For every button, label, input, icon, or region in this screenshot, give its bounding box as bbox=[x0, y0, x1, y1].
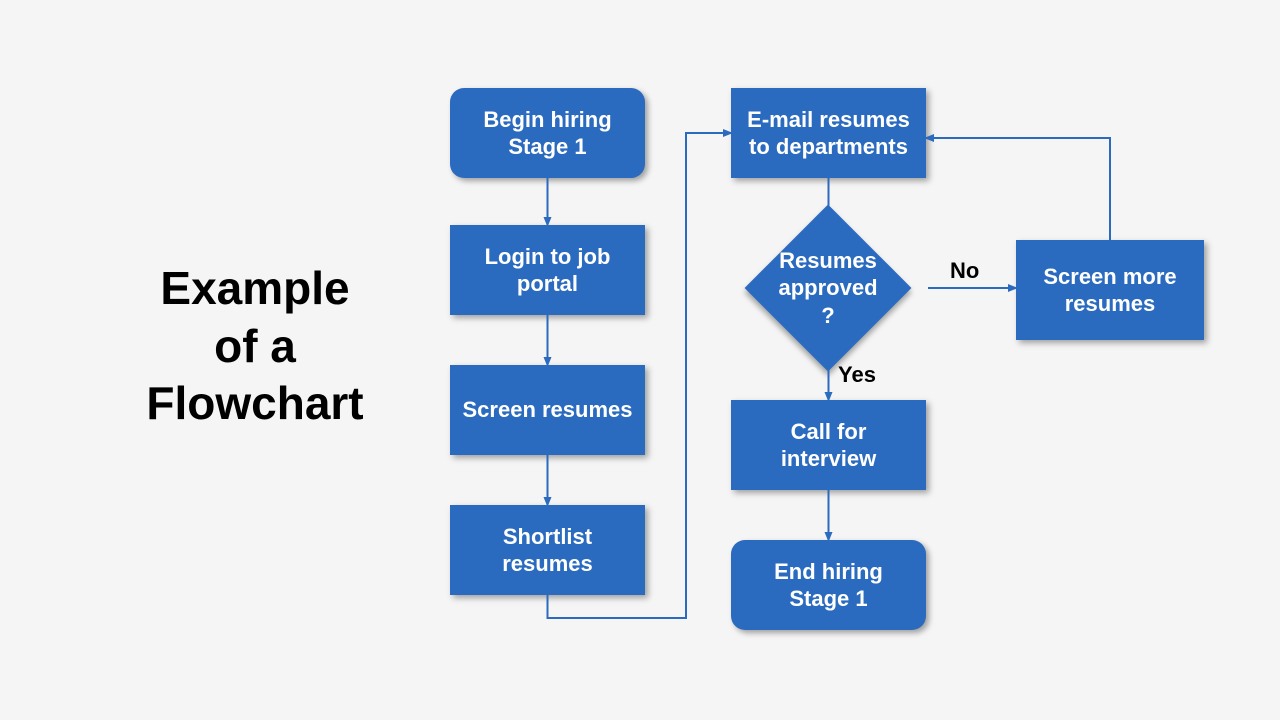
node-login: Login to job portal bbox=[450, 225, 645, 315]
node-label: End hiring Stage 1 bbox=[774, 558, 883, 613]
node-label: Shortlist resumes bbox=[502, 523, 593, 578]
node-label: Call for interview bbox=[781, 418, 876, 473]
edge bbox=[926, 138, 1110, 240]
node-email: E-mail resumes to departments bbox=[731, 88, 926, 178]
node-label: Begin hiring Stage 1 bbox=[483, 106, 611, 161]
node-shortlist: Shortlist resumes bbox=[450, 505, 645, 595]
flowchart-canvas: { "title": { "text": "Example\nof a\nFlo… bbox=[0, 0, 1280, 720]
node-label: Login to job portal bbox=[485, 243, 611, 298]
node-more: Screen more resumes bbox=[1016, 240, 1204, 340]
edge-label-no: No bbox=[950, 258, 979, 284]
node-label: E-mail resumes to departments bbox=[747, 106, 910, 161]
node-screen: Screen resumes bbox=[450, 365, 645, 455]
node-call: Call for interview bbox=[731, 400, 926, 490]
node-label: Resumes approved ? bbox=[728, 218, 928, 358]
node-label: Screen resumes bbox=[463, 396, 633, 424]
page-title: Example of a Flowchart bbox=[125, 260, 385, 433]
node-label: Screen more resumes bbox=[1043, 263, 1176, 318]
node-end: End hiring Stage 1 bbox=[731, 540, 926, 630]
edge-label-yes: Yes bbox=[838, 362, 876, 388]
node-decision: Resumes approved ? bbox=[728, 218, 928, 358]
node-begin: Begin hiring Stage 1 bbox=[450, 88, 645, 178]
